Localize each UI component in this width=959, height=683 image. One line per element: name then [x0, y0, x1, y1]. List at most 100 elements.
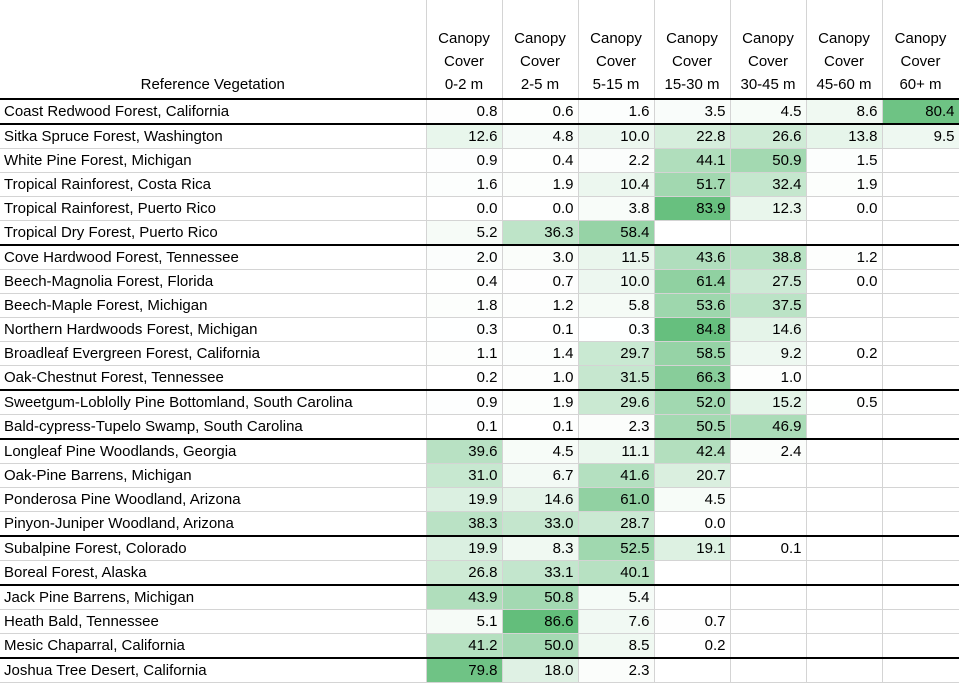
canopy-value-cell: 19.1: [654, 536, 731, 561]
canopy-value-cell: 3.0: [502, 245, 579, 270]
table-row: Cove Hardwood Forest, Tennessee 2.0 3.0 11.…: [0, 245, 959, 270]
canopy-value-cell: 12.6: [426, 124, 503, 149]
header-canopy-15-30: Canopy Cover 15-30 m: [654, 0, 731, 100]
canopy-value-cell: [806, 439, 883, 464]
canopy-value-cell: 14.6: [730, 317, 807, 342]
canopy-value-cell: [806, 585, 883, 610]
header-canopy-60-plus: Canopy Cover 60+ m: [882, 0, 959, 100]
canopy-value-cell: [806, 511, 883, 537]
canopy-value-cell: 0.0: [502, 196, 579, 221]
table-row: Bald-cypress-Tupelo Swamp, South Carolin…: [0, 414, 959, 440]
canopy-value-cell: 26.6: [730, 124, 807, 149]
canopy-value-cell: 1.4: [502, 341, 579, 366]
canopy-value-cell: 2.2: [578, 148, 655, 173]
canopy-value-cell: 79.8: [426, 658, 503, 683]
canopy-value-cell: [730, 220, 807, 246]
canopy-value-cell: 3.5: [654, 99, 731, 125]
canopy-value-cell: 4.8: [502, 124, 579, 149]
canopy-value-cell: 18.0: [502, 658, 579, 683]
canopy-value-cell: 5.1: [426, 609, 503, 634]
canopy-value-cell: [882, 269, 959, 294]
canopy-value-cell: 29.7: [578, 341, 655, 366]
canopy-value-cell: 37.5: [730, 293, 807, 318]
canopy-value-cell: 32.4: [730, 172, 807, 197]
canopy-value-cell: [882, 365, 959, 391]
canopy-value-cell: [806, 536, 883, 561]
canopy-value-cell: [654, 220, 731, 246]
canopy-value-cell: 0.1: [426, 414, 503, 440]
canopy-value-cell: 0.4: [426, 269, 503, 294]
canopy-value-cell: 5.2: [426, 220, 503, 246]
canopy-value-cell: 22.8: [654, 124, 731, 149]
canopy-value-cell: [806, 365, 883, 391]
canopy-value-cell: 1.8: [426, 293, 503, 318]
canopy-value-cell: [730, 609, 807, 634]
header-canopy-45-60: Canopy Cover 45-60 m: [806, 0, 883, 100]
canopy-value-cell: [730, 463, 807, 488]
table-row: Subalpine Forest, Colorado 19.9 8.3 52.5 19.…: [0, 536, 959, 561]
canopy-value-cell: 1.6: [578, 99, 655, 125]
vegetation-name-cell: Tropical Rainforest, Puerto Rico: [0, 196, 427, 221]
table-row: Oak-Pine Barrens, Michigan 31.0 6.7 41.6 20.…: [0, 463, 959, 488]
canopy-value-cell: 31.5: [578, 365, 655, 391]
canopy-value-cell: 5.8: [578, 293, 655, 318]
canopy-value-cell: 4.5: [730, 99, 807, 125]
canopy-value-cell: 9.2: [730, 341, 807, 366]
vegetation-name-cell: Beech-Maple Forest, Michigan: [0, 293, 427, 318]
table-row: Tropical Rainforest, Puerto Rico 0.0 0.0 3.…: [0, 196, 959, 221]
canopy-value-cell: [806, 658, 883, 683]
vegetation-name-cell: Sitka Spruce Forest, Washington: [0, 124, 427, 149]
canopy-value-cell: 0.7: [502, 269, 579, 294]
canopy-value-cell: [882, 220, 959, 246]
vegetation-name-cell: Oak-Pine Barrens, Michigan: [0, 463, 427, 488]
table-row: Longleaf Pine Woodlands, Georgia 39.6 4.5 1…: [0, 439, 959, 464]
table-row: Joshua Tree Desert, California 79.8 18.0 2.…: [0, 658, 959, 683]
header-canopy-30-45: Canopy Cover 30-45 m: [730, 0, 807, 100]
table-row: Oak-Chestnut Forest, Tennessee 0.2 1.0 31.5…: [0, 365, 959, 391]
canopy-value-cell: 52.0: [654, 390, 731, 415]
table-row: Beech-Magnolia Forest, Florida 0.4 0.7 10.0…: [0, 269, 959, 294]
vegetation-name-cell: Longleaf Pine Woodlands, Georgia: [0, 439, 427, 464]
table-row: Coast Redwood Forest, California 0.8 0.6 1.…: [0, 99, 959, 125]
canopy-value-cell: [806, 220, 883, 246]
canopy-value-cell: 4.5: [654, 487, 731, 512]
canopy-value-cell: 0.4: [502, 148, 579, 173]
canopy-value-cell: [806, 487, 883, 512]
canopy-value-cell: 11.5: [578, 245, 655, 270]
table-row: Tropical Dry Forest, Puerto Rico 5.2 36.3 5…: [0, 220, 959, 246]
canopy-value-cell: 2.4: [730, 439, 807, 464]
canopy-value-cell: [806, 414, 883, 440]
canopy-value-cell: 50.5: [654, 414, 731, 440]
canopy-value-cell: [654, 658, 731, 683]
canopy-value-cell: [806, 560, 883, 586]
canopy-value-cell: 41.2: [426, 633, 503, 659]
canopy-value-cell: [806, 463, 883, 488]
canopy-value-cell: 46.9: [730, 414, 807, 440]
canopy-value-cell: 15.2: [730, 390, 807, 415]
canopy-value-cell: 50.0: [502, 633, 579, 659]
canopy-value-cell: 1.0: [730, 365, 807, 391]
header-row: Reference Vegetation Canopy Cover 0-2 m Ca…: [0, 0, 959, 100]
canopy-value-cell: 11.1: [578, 439, 655, 464]
canopy-value-cell: 84.8: [654, 317, 731, 342]
canopy-value-cell: [882, 585, 959, 610]
canopy-value-cell: 1.5: [806, 148, 883, 173]
canopy-value-cell: 38.8: [730, 245, 807, 270]
canopy-value-cell: [882, 341, 959, 366]
canopy-value-cell: 43.9: [426, 585, 503, 610]
vegetation-name-cell: Ponderosa Pine Woodland, Arizona: [0, 487, 427, 512]
canopy-value-cell: 1.9: [502, 390, 579, 415]
canopy-value-cell: [882, 317, 959, 342]
table-body: Coast Redwood Forest, California 0.8 0.6 1.…: [0, 99, 959, 683]
canopy-value-cell: [806, 609, 883, 634]
canopy-value-cell: [882, 439, 959, 464]
canopy-value-cell: [882, 390, 959, 415]
table-row: Heath Bald, Tennessee 5.1 86.6 7.6 0.7: [0, 609, 959, 634]
canopy-value-cell: 0.0: [806, 269, 883, 294]
table-row: White Pine Forest, Michigan 0.9 0.4 2.2 44.1…: [0, 148, 959, 173]
vegetation-name-cell: Subalpine Forest, Colorado: [0, 536, 427, 561]
vegetation-name-cell: Tropical Rainforest, Costa Rica: [0, 172, 427, 197]
canopy-value-cell: [730, 585, 807, 610]
canopy-value-cell: [882, 463, 959, 488]
